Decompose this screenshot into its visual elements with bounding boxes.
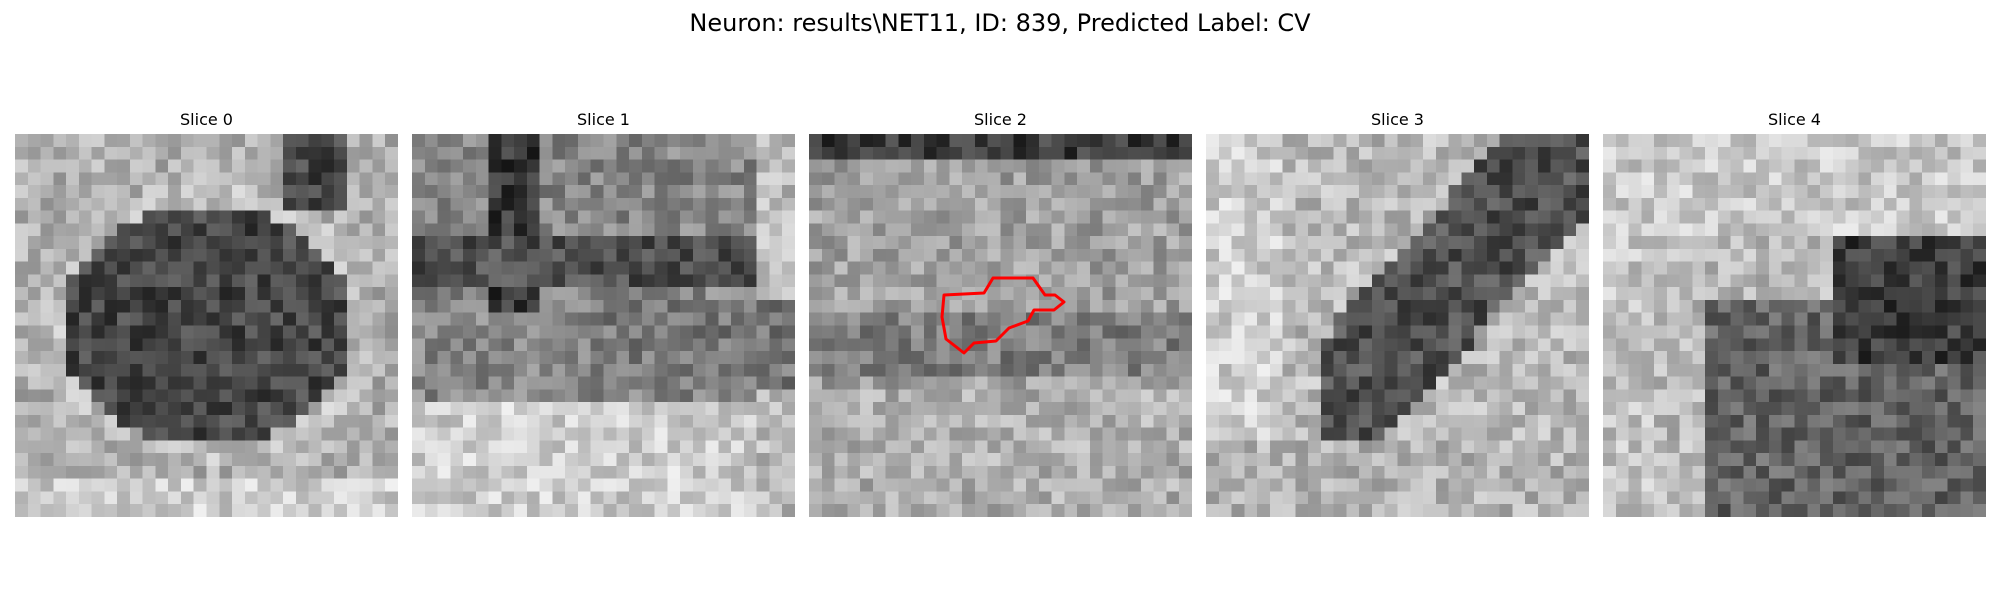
slice-image-4: [1603, 134, 1986, 517]
slice-title-1: Slice 1: [412, 110, 795, 130]
slice-panel-3: Slice 3: [1206, 110, 1589, 517]
slice-image-0: [15, 134, 398, 517]
slice-title-2: Slice 2: [809, 110, 1192, 130]
slice-title-4: Slice 4: [1603, 110, 1986, 130]
slice-image-1: [412, 134, 795, 517]
slice-panel-4: Slice 4: [1603, 110, 1986, 517]
slice-title-0: Slice 0: [15, 110, 398, 130]
figure-title: Neuron: results\NET11, ID: 839, Predicte…: [0, 8, 2000, 38]
slice-image-3: [1206, 134, 1589, 517]
slice-title-3: Slice 3: [1206, 110, 1589, 130]
slice-panel-1: Slice 1: [412, 110, 795, 517]
slice-panel-0: Slice 0: [15, 110, 398, 517]
slice-image-2: [809, 134, 1192, 517]
slice-panel-2: Slice 2: [809, 110, 1192, 517]
